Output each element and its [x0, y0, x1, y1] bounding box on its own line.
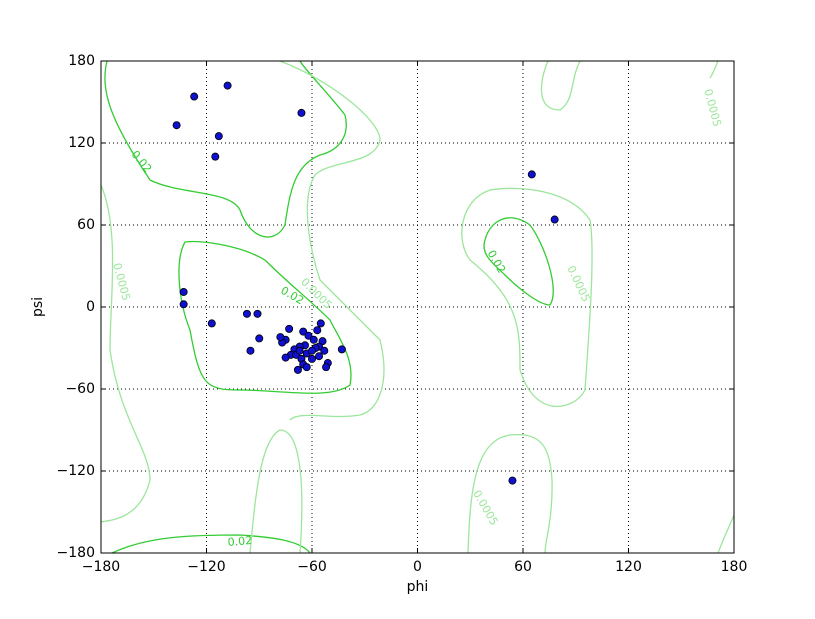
point: [179, 287, 188, 296]
contour-high: [104, 60, 554, 554]
contour-line: [717, 514, 735, 554]
x-tick-label: −60: [297, 559, 327, 575]
point: [179, 300, 188, 309]
y-tick-label: −120: [57, 463, 95, 479]
point: [172, 121, 181, 130]
contour-line: [100, 184, 151, 523]
contour-line: [709, 60, 719, 79]
y-tick-label: 120: [68, 135, 95, 151]
point: [190, 92, 199, 101]
point: [211, 152, 220, 161]
x-tick-label: −180: [82, 559, 120, 575]
point: [315, 352, 324, 361]
y-tick-label: 60: [77, 217, 95, 233]
y-tick-label: 180: [68, 53, 95, 69]
point: [276, 333, 285, 342]
point: [295, 346, 304, 355]
y-tick-label: −60: [65, 381, 95, 397]
points: [172, 81, 559, 485]
point: [309, 335, 318, 344]
point: [297, 108, 306, 117]
contour-line: [111, 534, 311, 554]
point: [293, 365, 302, 374]
contour-line: [467, 433, 553, 554]
point: [337, 345, 346, 354]
point: [304, 331, 313, 340]
point: [508, 476, 517, 485]
point: [550, 215, 559, 224]
point: [302, 363, 311, 372]
point: [320, 346, 329, 355]
point: [214, 132, 223, 141]
point: [527, 170, 536, 179]
x-axis-label: phi: [407, 579, 429, 595]
contour-line: [104, 60, 347, 238]
point: [223, 81, 232, 90]
point: [255, 334, 264, 343]
contour-line: [249, 429, 303, 554]
x-tick-label: 180: [721, 559, 748, 575]
contours: [100, 60, 735, 554]
contour-label: 0.02: [227, 534, 253, 549]
point: [281, 353, 290, 362]
x-tick-label: 60: [514, 559, 532, 575]
point: [285, 324, 294, 333]
contour-line: [483, 217, 554, 306]
point: [313, 326, 322, 335]
y-tick-label: 0: [86, 299, 95, 315]
point: [307, 354, 316, 363]
contour-line: [461, 187, 593, 408]
point: [246, 346, 255, 355]
contour-line: [540, 60, 581, 111]
x-tick-label: 0: [413, 559, 422, 575]
point: [253, 309, 262, 318]
point: [207, 319, 216, 328]
contour-line: [178, 240, 352, 394]
y-axis-label: psi: [30, 297, 46, 317]
y-tick-label: −180: [57, 545, 95, 561]
point: [299, 327, 308, 336]
point: [316, 319, 325, 328]
point: [322, 363, 331, 372]
x-tick-label: 120: [615, 559, 642, 575]
contour-line: [279, 60, 385, 421]
axes: −180 −120 −60 0 60 120 180 −180 −120 −60 0 60 120 180: [57, 53, 748, 575]
point: [307, 346, 316, 355]
point: [242, 309, 251, 318]
x-tick-label: −120: [187, 559, 225, 575]
contour-low: [100, 60, 735, 554]
